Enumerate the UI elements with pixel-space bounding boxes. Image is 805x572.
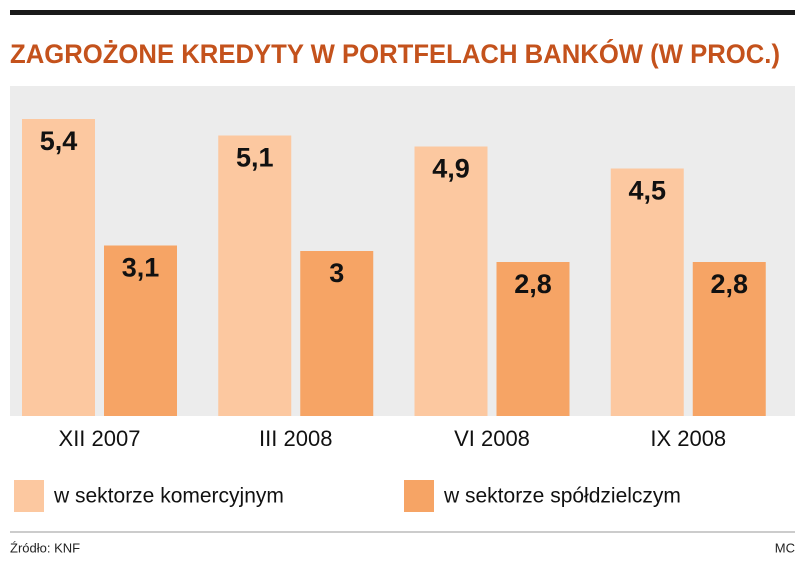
bar [610,168,684,416]
bar [414,146,488,416]
source: Źródło: KNF [10,540,80,555]
legend-swatch [14,480,44,512]
bar [692,262,766,416]
value-label: 4,5 [628,176,666,206]
bar [218,135,292,416]
legend-swatch [404,480,434,512]
value-label: 2,8 [710,269,748,299]
value-label: 5,1 [236,143,274,173]
value-label: 3,1 [122,253,160,283]
bar [300,251,374,416]
chart-title: ZAGROŻONE KREDYTY W PORTFELACH BANKÓW (W… [10,38,780,69]
legend-label: w sektorze spółdzielczym [443,485,681,508]
x-tick-label: III 2008 [259,426,332,451]
bar [22,119,95,416]
x-tick-label: IX 2008 [650,426,726,451]
x-tick-label: XII 2007 [59,426,141,451]
value-label: 3 [329,258,344,288]
value-label: 2,8 [514,269,552,299]
credit: MC [775,540,795,555]
bar [104,245,177,416]
top-rule [10,10,795,15]
value-label: 5,4 [40,126,78,156]
value-label: 4,9 [432,154,470,184]
bar [496,262,570,416]
x-tick-label: VI 2008 [454,426,530,451]
legend-label: w sektorze komercyjnym [53,485,284,508]
